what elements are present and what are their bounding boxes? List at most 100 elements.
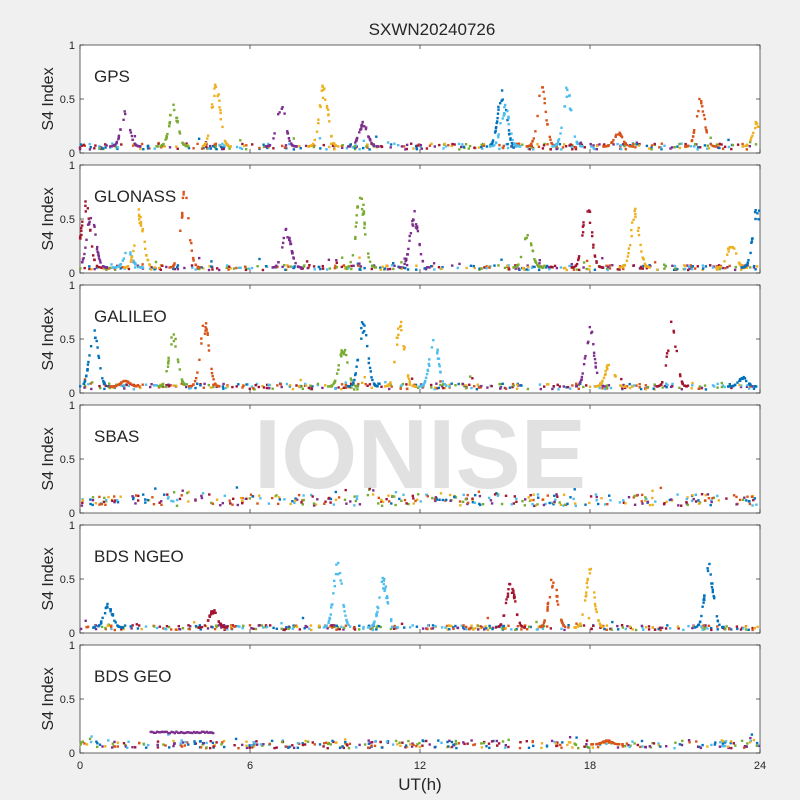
data-point bbox=[500, 99, 503, 102]
data-point bbox=[634, 213, 637, 216]
data-point bbox=[372, 144, 376, 147]
data-point bbox=[400, 267, 403, 270]
data-point bbox=[755, 744, 759, 747]
data-point bbox=[665, 500, 668, 504]
data-point bbox=[582, 385, 585, 389]
data-point bbox=[225, 266, 228, 269]
data-point bbox=[526, 264, 529, 267]
data-point bbox=[592, 354, 596, 357]
data-point bbox=[488, 624, 491, 628]
data-point bbox=[226, 384, 229, 387]
data-point bbox=[577, 257, 580, 260]
data-point bbox=[715, 615, 719, 618]
data-point bbox=[211, 502, 215, 505]
data-point bbox=[489, 265, 492, 268]
data-point bbox=[499, 623, 503, 626]
data-point bbox=[645, 144, 649, 148]
data-point bbox=[313, 144, 316, 147]
data-point bbox=[746, 384, 749, 387]
data-point bbox=[580, 375, 584, 379]
data-point bbox=[211, 268, 214, 271]
data-point bbox=[124, 112, 127, 116]
data-point bbox=[98, 743, 102, 746]
data-point bbox=[284, 627, 288, 630]
data-point bbox=[345, 618, 348, 622]
data-point bbox=[593, 602, 597, 606]
data-point bbox=[546, 383, 549, 386]
data-point bbox=[688, 267, 691, 270]
data-point bbox=[301, 387, 304, 390]
data-point bbox=[178, 731, 181, 735]
data-point bbox=[139, 220, 143, 224]
data-point bbox=[312, 145, 315, 149]
data-point bbox=[591, 746, 594, 749]
data-point bbox=[258, 146, 261, 150]
data-point bbox=[200, 625, 204, 629]
data-point bbox=[102, 381, 106, 384]
data-point bbox=[531, 503, 534, 506]
data-point bbox=[588, 572, 592, 575]
data-point bbox=[124, 266, 127, 269]
data-point bbox=[334, 498, 338, 501]
data-point bbox=[671, 382, 674, 386]
data-point bbox=[652, 387, 655, 390]
data-point bbox=[708, 562, 711, 566]
data-point bbox=[512, 591, 515, 594]
data-point bbox=[214, 142, 217, 145]
data-point bbox=[306, 266, 309, 270]
data-point bbox=[176, 266, 179, 269]
data-point bbox=[437, 386, 440, 390]
data-point bbox=[591, 234, 594, 238]
data-point bbox=[575, 385, 578, 388]
data-point bbox=[624, 502, 627, 505]
panel-axes-box bbox=[79, 44, 761, 154]
data-point bbox=[393, 495, 396, 498]
data-point bbox=[518, 621, 521, 625]
data-point bbox=[470, 739, 473, 742]
data-point bbox=[500, 89, 504, 92]
data-point bbox=[711, 588, 714, 591]
data-point bbox=[329, 743, 332, 746]
data-point bbox=[230, 627, 233, 630]
data-point bbox=[317, 122, 320, 125]
data-point bbox=[735, 252, 738, 255]
data-point bbox=[412, 147, 415, 150]
data-point bbox=[592, 624, 595, 627]
data-point bbox=[529, 494, 532, 497]
data-point bbox=[144, 501, 147, 504]
data-point bbox=[562, 504, 565, 507]
data-point bbox=[536, 628, 539, 631]
data-point bbox=[129, 260, 133, 263]
data-point bbox=[154, 731, 157, 734]
data-point bbox=[374, 740, 377, 743]
data-point bbox=[288, 238, 291, 242]
data-point bbox=[492, 739, 495, 743]
data-point bbox=[88, 142, 91, 146]
panel-name-label: GLONASS bbox=[94, 187, 176, 206]
data-point bbox=[358, 196, 362, 200]
data-point bbox=[177, 360, 180, 364]
data-point bbox=[582, 624, 586, 627]
data-point bbox=[605, 386, 609, 389]
data-point bbox=[604, 503, 607, 506]
data-point bbox=[419, 253, 423, 256]
data-point bbox=[187, 743, 190, 746]
data-point bbox=[389, 381, 392, 384]
data-point bbox=[84, 200, 87, 203]
data-point bbox=[365, 334, 368, 337]
data-point bbox=[494, 129, 497, 133]
data-point bbox=[399, 387, 402, 390]
data-point bbox=[298, 144, 301, 148]
data-point bbox=[199, 384, 202, 387]
data-point bbox=[592, 246, 595, 249]
data-point bbox=[644, 626, 648, 629]
data-point bbox=[343, 348, 347, 352]
data-point bbox=[265, 145, 269, 148]
data-point bbox=[402, 348, 406, 351]
data-point bbox=[111, 746, 114, 749]
data-point bbox=[445, 624, 449, 628]
data-point bbox=[533, 265, 536, 269]
data-point bbox=[758, 209, 761, 212]
data-point bbox=[546, 494, 549, 497]
data-point bbox=[704, 265, 708, 268]
